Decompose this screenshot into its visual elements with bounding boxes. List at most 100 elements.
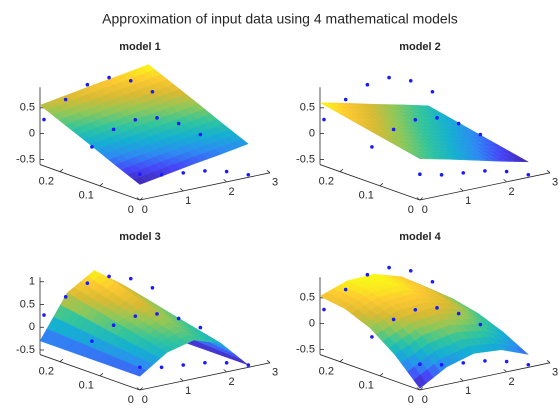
data-point bbox=[181, 363, 186, 367]
data-point bbox=[111, 127, 116, 132]
data-point bbox=[408, 78, 413, 83]
z-tick-label: 1 bbox=[29, 276, 35, 288]
data-point bbox=[413, 117, 418, 122]
x-tick-label: 2 bbox=[509, 376, 515, 388]
data-point bbox=[343, 287, 348, 292]
x-tick bbox=[223, 369, 227, 373]
z-tick-label: 0.5 bbox=[300, 102, 315, 114]
data-point bbox=[387, 75, 391, 80]
x-tick-label: 3 bbox=[272, 367, 278, 379]
x-tick-label: 1 bbox=[465, 195, 471, 207]
data-point bbox=[370, 145, 374, 149]
data-point bbox=[456, 121, 461, 126]
data-point bbox=[42, 313, 46, 317]
data-point bbox=[430, 279, 435, 284]
data-point bbox=[224, 360, 229, 365]
data-point bbox=[198, 132, 203, 137]
subplot-title: model 4 bbox=[399, 231, 441, 243]
data-point bbox=[461, 361, 466, 365]
subplot-title: model 1 bbox=[119, 41, 161, 53]
x-tick bbox=[223, 179, 227, 183]
x-tick-label: 1 bbox=[465, 385, 471, 397]
data-point bbox=[107, 274, 111, 279]
surface-patch bbox=[413, 155, 427, 160]
x-tick-label: 0 bbox=[142, 394, 148, 406]
data-point bbox=[526, 362, 531, 367]
data-point bbox=[63, 97, 68, 102]
data-point bbox=[159, 173, 164, 177]
y-tick-label: 0.1 bbox=[359, 190, 374, 202]
data-point bbox=[133, 117, 138, 122]
data-point bbox=[198, 325, 203, 330]
data-point bbox=[435, 306, 439, 310]
data-point bbox=[483, 169, 487, 173]
x-tick-label: 3 bbox=[552, 367, 558, 379]
z-tick-label: -0.5 bbox=[296, 153, 315, 165]
x-tick-label: 1 bbox=[185, 385, 191, 397]
y-tick-label: 0.2 bbox=[39, 176, 54, 188]
x-tick bbox=[503, 179, 507, 183]
data-point bbox=[526, 172, 531, 177]
z-tick-label: 0 bbox=[29, 128, 35, 140]
y-tick-label: 0 bbox=[128, 394, 134, 406]
x-tick-label: 0 bbox=[142, 204, 148, 216]
z-tick-label: -0.5 bbox=[16, 153, 35, 165]
data-point bbox=[42, 117, 46, 122]
x-axis bbox=[139, 362, 271, 391]
y-tick bbox=[339, 358, 344, 362]
data-point bbox=[387, 265, 391, 270]
data-point bbox=[483, 359, 487, 363]
data-point bbox=[456, 311, 461, 316]
x-tick bbox=[459, 188, 464, 192]
x-tick bbox=[546, 359, 551, 364]
x-tick bbox=[266, 359, 271, 364]
data-point bbox=[159, 365, 164, 370]
x-tick-label: 3 bbox=[552, 177, 558, 189]
data-point bbox=[203, 169, 207, 173]
z-tick-label: 0.5 bbox=[20, 102, 35, 114]
y-axis bbox=[319, 354, 420, 391]
y-tick-label: 0.1 bbox=[79, 380, 94, 392]
data-point bbox=[90, 145, 94, 149]
y-tick bbox=[379, 373, 384, 377]
y-axis bbox=[39, 164, 140, 201]
y-tick bbox=[339, 168, 344, 172]
z-tick-label: 0.5 bbox=[300, 292, 315, 304]
x-tick bbox=[136, 197, 141, 201]
data-point bbox=[435, 116, 439, 120]
surface-patch bbox=[133, 176, 148, 185]
x-tick bbox=[459, 378, 464, 382]
data-point bbox=[150, 286, 155, 290]
data-point bbox=[391, 317, 396, 322]
x-tick-label: 2 bbox=[229, 186, 235, 198]
data-point bbox=[504, 169, 509, 174]
x-tick-label: 2 bbox=[509, 186, 515, 198]
y-tick-label: 0 bbox=[128, 204, 134, 216]
data-point bbox=[138, 172, 142, 177]
data-point bbox=[128, 78, 133, 83]
data-point bbox=[439, 363, 444, 367]
data-point bbox=[322, 117, 326, 122]
y-axis bbox=[319, 164, 420, 201]
y-tick bbox=[59, 168, 64, 172]
data-point bbox=[343, 97, 348, 102]
data-point bbox=[439, 173, 444, 177]
x-tick bbox=[179, 188, 184, 192]
x-tick bbox=[266, 169, 271, 174]
surface-patch bbox=[413, 374, 427, 389]
data-point bbox=[133, 314, 138, 318]
y-axis bbox=[39, 354, 140, 391]
x-tick-label: 1 bbox=[185, 195, 191, 207]
data-point bbox=[85, 281, 90, 285]
data-point bbox=[85, 82, 90, 87]
y-tick-label: 0.2 bbox=[319, 176, 334, 188]
data-point bbox=[90, 339, 94, 343]
data-point bbox=[111, 323, 116, 328]
x-tick bbox=[416, 387, 421, 391]
x-tick bbox=[416, 197, 421, 201]
y-tick-label: 0.2 bbox=[319, 366, 334, 378]
data-point bbox=[176, 316, 181, 321]
data-point bbox=[413, 307, 418, 312]
data-point bbox=[246, 172, 251, 177]
